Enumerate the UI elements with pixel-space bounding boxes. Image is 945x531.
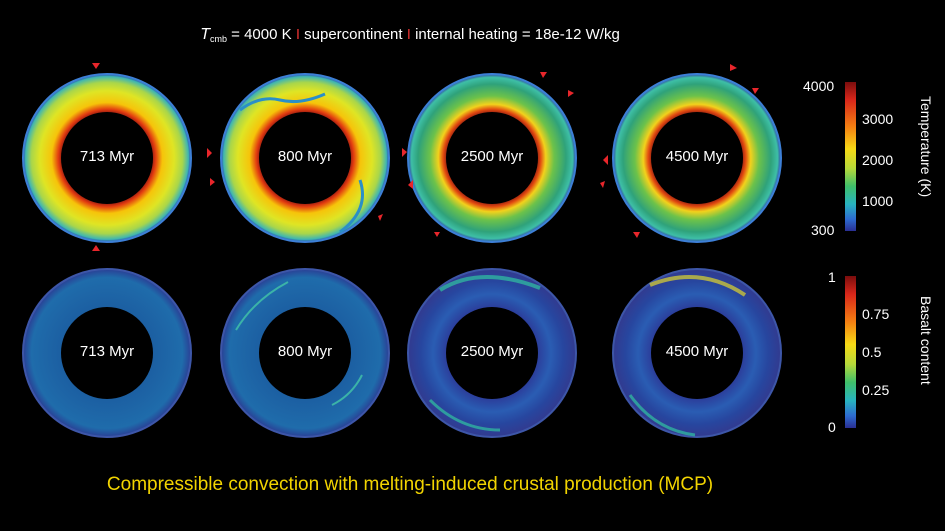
basalt-axis-title: Basalt content (918, 296, 934, 385)
temperature-axis-title: Temperature (K) (918, 96, 934, 198)
colorbar-min-label: 300 (811, 222, 835, 238)
separator: I (406, 26, 411, 43)
ring-label: 4500 Myr (665, 148, 729, 165)
ring-label: 800 Myr (277, 148, 333, 165)
temperature-ring-2500 (407, 73, 577, 243)
colorbar-tick: 1000 (862, 193, 894, 209)
colorbar-tick: 3000 (862, 111, 894, 127)
figure-caption: Compressible convection with melting-ind… (106, 474, 714, 495)
colorbar-min-label: 0 (828, 419, 836, 435)
ring-label: 4500 Myr (665, 343, 729, 360)
internal-heating-text: internal heating = 18e-12 W/kg (410, 26, 620, 43)
supercontinent-text: supercontinent (299, 26, 407, 43)
separator: I (295, 26, 300, 43)
temperature-ring-800 (220, 73, 390, 243)
tcmb-value: = 4000 K (227, 26, 296, 43)
basalt-colorbar (845, 276, 856, 428)
tcmb-symbol: Tcmb (200, 26, 227, 44)
ring-label: 800 Myr (277, 343, 333, 360)
temperature-colorbar (845, 82, 856, 231)
colorbar-tick: 0.25 (862, 382, 890, 398)
ring-label: 2500 Myr (460, 343, 524, 360)
colorbar-tick: 2000 (862, 152, 894, 168)
temperature-ring-713 (22, 73, 192, 243)
ring-label: 2500 Myr (460, 148, 524, 165)
ring-label: 713 Myr (79, 343, 135, 360)
continent-marker-icon (92, 63, 759, 251)
colorbar-max-label: 4000 (803, 78, 835, 94)
temperature-ring-4500 (612, 73, 782, 243)
ring-label: 713 Myr (79, 148, 135, 165)
colorbar-tick: 0.5 (862, 344, 882, 360)
colorbar-tick: 0.75 (862, 306, 890, 322)
basalt-ring-713 (22, 268, 192, 438)
basalt-ring-800 (220, 268, 390, 438)
basalt-ring-4500 (612, 268, 782, 438)
figure-title: Tcmb = 4000 K I supercontinent I interna… (0, 26, 820, 44)
colorbar-max-label: 1 (828, 269, 836, 285)
basalt-ring-2500 (407, 268, 577, 438)
